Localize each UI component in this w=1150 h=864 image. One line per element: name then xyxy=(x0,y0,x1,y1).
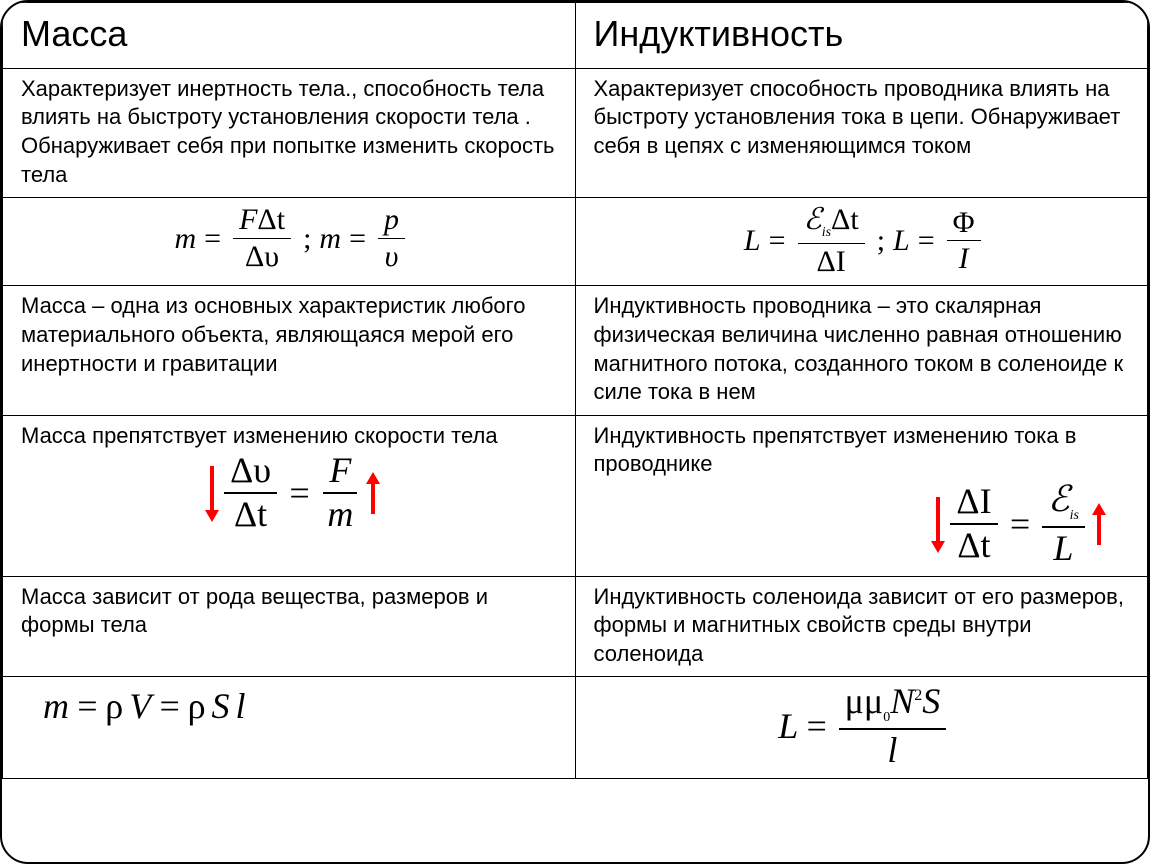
arrow-up-icon xyxy=(365,472,379,514)
header-mass: Масса xyxy=(3,3,576,69)
comparison-table-frame: Масса Индуктивность Характеризует инертн… xyxy=(0,0,1150,864)
mass-characterizes: Характеризует инертность тела., способно… xyxy=(3,68,576,197)
row-opposes-change: Масса препятствует изменению скорости те… xyxy=(3,415,1148,576)
row-characterizes: Характеризует инертность тела., способно… xyxy=(3,68,1148,197)
row-depends-on: Масса зависит от рода вещества, размеров… xyxy=(3,576,1148,677)
mass-formula-1: m = FΔt Δυ ; m = p υ xyxy=(3,198,576,286)
inductance-depends: Индуктивность соленоида зависит от его р… xyxy=(575,576,1148,677)
row-calculation-formula: m = ρV = ρSl L = μμ0N2S l xyxy=(3,677,1148,779)
mass-depends: Масса зависит от рода вещества, размеров… xyxy=(3,576,576,677)
arrow-down-icon xyxy=(930,495,944,553)
header-row: Масса Индуктивность xyxy=(3,3,1148,69)
mass-formula-2: m = ρV = ρSl xyxy=(3,677,576,779)
arrow-up-icon xyxy=(1091,503,1105,545)
comparison-table: Масса Индуктивность Характеризует инертн… xyxy=(2,2,1148,779)
inductance-formula-2: L = μμ0N2S l xyxy=(575,677,1148,779)
mass-definition: Масса – одна из основных характеристик л… xyxy=(3,286,576,415)
row-definition-formula: m = FΔt Δυ ; m = p υ L = ℰisΔt xyxy=(3,198,1148,286)
arrow-down-icon xyxy=(204,464,218,522)
inductance-characterizes: Характеризует способность проводника вли… xyxy=(575,68,1148,197)
inductance-opposes: Индуктивность препятствует изменению ток… xyxy=(575,415,1148,576)
header-inductance: Индуктивность xyxy=(575,3,1148,69)
inductance-definition: Индуктивность проводника – это скалярная… xyxy=(575,286,1148,415)
inductance-formula-1: L = ℰisΔt ΔI ; L = Φ I xyxy=(575,198,1148,286)
mass-opposes: Масса препятствует изменению скорости те… xyxy=(3,415,576,576)
row-definition-text: Масса – одна из основных характеристик л… xyxy=(3,286,1148,415)
var-m: m xyxy=(175,219,197,258)
